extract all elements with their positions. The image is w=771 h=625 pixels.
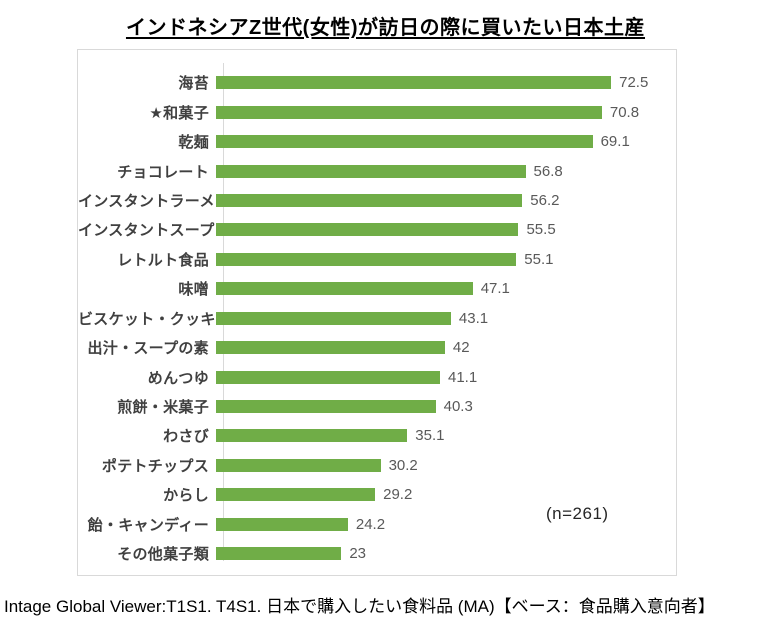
bar bbox=[216, 223, 519, 237]
bar-track: 41.1 bbox=[216, 369, 672, 386]
bar bbox=[216, 458, 381, 472]
bar-track: 40.3 bbox=[216, 398, 672, 415]
bar-row: 海苔 72.5 bbox=[78, 68, 672, 97]
bar-track: 70.8 bbox=[216, 104, 672, 121]
category-label: 乾麺 bbox=[178, 134, 209, 152]
category-label: レトルト食品 bbox=[117, 251, 209, 269]
value-label: 23 bbox=[349, 545, 367, 563]
bar-track: 35.1 bbox=[216, 427, 672, 444]
bar bbox=[216, 105, 602, 119]
value-label: 55.1 bbox=[524, 250, 554, 268]
bar-track: 24.2 bbox=[216, 516, 672, 533]
bar-row: 出汁・スープの素 42 bbox=[78, 333, 672, 362]
bar bbox=[216, 488, 376, 502]
bar bbox=[216, 517, 348, 531]
bar-track: 30.2 bbox=[216, 457, 672, 474]
value-label: 29.2 bbox=[383, 486, 413, 504]
value-label: 43.1 bbox=[458, 309, 489, 327]
value-label: 24.2 bbox=[355, 515, 386, 533]
bar bbox=[216, 311, 451, 325]
value-label: 35.1 bbox=[415, 427, 445, 445]
bar bbox=[216, 135, 593, 149]
bar-row: めんつゆ 41.1 bbox=[78, 362, 672, 391]
value-label: 30.2 bbox=[388, 456, 418, 474]
category-label: 飴・キャンディー bbox=[87, 516, 209, 534]
bar-track: 47.1 bbox=[216, 280, 672, 297]
bar bbox=[216, 252, 517, 266]
category-label: 海苔 bbox=[178, 75, 209, 93]
bar-row: 乾麺 69.1 bbox=[78, 127, 672, 156]
value-label: 72.5 bbox=[619, 74, 649, 92]
bar-track: 42 bbox=[216, 339, 672, 356]
category-label: 出汁・スープの素 bbox=[87, 340, 209, 358]
bar-track: 55.5 bbox=[216, 221, 672, 238]
value-label: 42 bbox=[452, 339, 470, 357]
category-label: ビスケット・クッキー bbox=[78, 310, 232, 328]
bar-row: ビスケット・クッキー 43.1 bbox=[78, 304, 672, 333]
bar-rows: 海苔 72.5 ★和菓子 70.8 乾麺 69.1 チョコレート 56.8 イン… bbox=[78, 68, 672, 568]
bar bbox=[216, 193, 523, 207]
bar-row: わさび 35.1 bbox=[78, 421, 672, 450]
bar-row: からし 29.2 bbox=[78, 480, 672, 509]
chart-title: インドネシアZ世代(女性)が訪日の際に買いたい日本土産 bbox=[125, 17, 646, 39]
value-label: 56.2 bbox=[530, 191, 560, 209]
bar-row: チョコレート 56.8 bbox=[78, 156, 672, 185]
chart-area: 海苔 72.5 ★和菓子 70.8 乾麺 69.1 チョコレート 56.8 イン… bbox=[77, 49, 677, 576]
value-label: 41.1 bbox=[447, 368, 478, 386]
bar bbox=[216, 164, 526, 178]
value-label: 69.1 bbox=[600, 133, 630, 151]
category-label: 煎餅・米菓子 bbox=[117, 399, 209, 417]
bar-track: 56.2 bbox=[216, 192, 672, 209]
bar-track: 23 bbox=[216, 545, 672, 562]
bar-row: 飴・キャンディー 24.2 bbox=[78, 510, 672, 539]
bar bbox=[216, 547, 342, 561]
value-label: 56.8 bbox=[533, 162, 563, 180]
bar-track: 72.5 bbox=[216, 74, 672, 91]
category-label: わさび bbox=[163, 428, 209, 446]
bar bbox=[216, 429, 408, 443]
bar-track: 55.1 bbox=[216, 251, 672, 268]
bar bbox=[216, 370, 440, 384]
category-label: ポテトチップス bbox=[101, 457, 209, 475]
value-label: 70.8 bbox=[609, 103, 640, 121]
bar bbox=[216, 400, 436, 414]
category-label: その他菓子類 bbox=[117, 546, 209, 564]
value-label: 55.5 bbox=[526, 221, 556, 239]
bar bbox=[216, 282, 473, 296]
bar-row: 味噌 47.1 bbox=[78, 274, 672, 303]
sample-size-note: (n=261) bbox=[546, 504, 609, 523]
bar-row: インスタントスープ 55.5 bbox=[78, 215, 672, 244]
value-label: 40.3 bbox=[443, 398, 473, 416]
bar-row: その他菓子類 23 bbox=[78, 539, 672, 568]
bar bbox=[216, 76, 612, 90]
bar-row: ★和菓子 70.8 bbox=[78, 97, 672, 126]
category-label: からし bbox=[163, 487, 209, 505]
category-label: めんつゆ bbox=[147, 369, 209, 387]
bar-row: 煎餅・米菓子 40.3 bbox=[78, 392, 672, 421]
category-label: インスタントスープ bbox=[78, 222, 215, 240]
bar-track: 43.1 bbox=[216, 310, 672, 327]
source-note: Intage Global Viewer:T1S1. T4S1. 日本で購入した… bbox=[4, 597, 715, 616]
bar bbox=[216, 341, 445, 355]
category-label: チョコレート bbox=[117, 163, 209, 181]
bar-track: 69.1 bbox=[216, 133, 672, 150]
bar-row: ポテトチップス 30.2 bbox=[78, 451, 672, 480]
bar-row: インスタントラーメン 56.2 bbox=[78, 186, 672, 215]
bar-row: レトルト食品 55.1 bbox=[78, 245, 672, 274]
category-label: ★和菓子 bbox=[149, 104, 209, 122]
bar-track: 56.8 bbox=[216, 163, 672, 180]
category-label: インスタントラーメン bbox=[78, 192, 231, 210]
category-label: 味噌 bbox=[178, 281, 209, 299]
value-label: 47.1 bbox=[480, 280, 510, 298]
bar-track: 29.2 bbox=[216, 486, 672, 503]
